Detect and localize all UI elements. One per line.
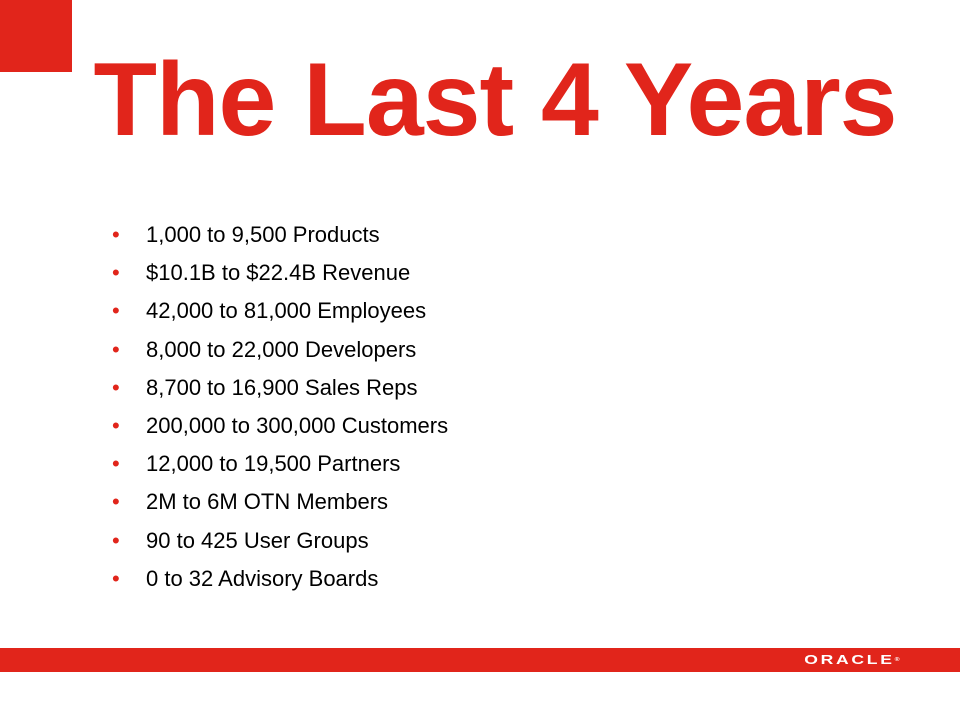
bullet-item: • 8,700 to 16,900 Sales Reps [112,369,448,407]
bullet-dot-icon: • [112,260,120,286]
bullet-text: 8,700 to 16,900 Sales Reps [146,374,418,400]
bullet-dot-icon: • [112,451,120,477]
bullet-item: • 90 to 425 User Groups [112,522,448,560]
bullet-item: • 42,000 to 81,000 Employees [112,292,448,330]
bullet-item: • 1,000 to 9,500 Products [112,216,448,254]
bullet-text: 90 to 425 User Groups [146,527,369,553]
bullet-text: 12,000 to 19,500 Partners [146,451,401,477]
bullet-dot-icon: • [112,222,120,248]
bullet-item: • 8,000 to 22,000 Developers [112,331,448,369]
bullet-text: 1,000 to 9,500 Products [146,222,380,248]
bullet-text: $10.1B to $22.4B Revenue [146,260,411,286]
bullet-dot-icon: • [112,489,120,515]
oracle-logo: ORACLE® [805,652,900,668]
bullet-text: 42,000 to 81,000 Employees [146,298,427,324]
bullet-text: 8,000 to 22,000 Developers [146,336,417,362]
bullet-dot-icon: • [112,298,120,324]
bullet-item: • 12,000 to 19,500 Partners [112,445,448,483]
bullet-text: 2M to 6M OTN Members [146,489,389,515]
bullet-list: • 1,000 to 9,500 Products • $10.1B to $22.4… [112,216,448,598]
oracle-logo-text: ORACLE [804,652,896,667]
bullet-dot-icon: • [112,336,120,362]
bullet-dot-icon: • [112,565,120,591]
registered-mark: ® [895,657,900,663]
footer-bar: ORACLE® [0,648,960,672]
bullet-item: • $10.1B to $22.4B Revenue [112,254,448,292]
bullet-dot-icon: • [112,413,120,439]
bullet-dot-icon: • [112,374,120,400]
bullet-text: 200,000 to 300,000 Customers [146,413,449,439]
bullet-item: • 200,000 to 300,000 Customers [112,407,448,445]
bullet-dot-icon: • [112,527,120,553]
corner-accent-block [0,0,72,72]
bullet-item: • 0 to 32 Advisory Boards [112,560,448,598]
bullet-text: 0 to 32 Advisory Boards [146,565,379,591]
slide-title: The Last 4 Years [93,42,898,158]
bullet-item: • 2M to 6M OTN Members [112,483,448,521]
